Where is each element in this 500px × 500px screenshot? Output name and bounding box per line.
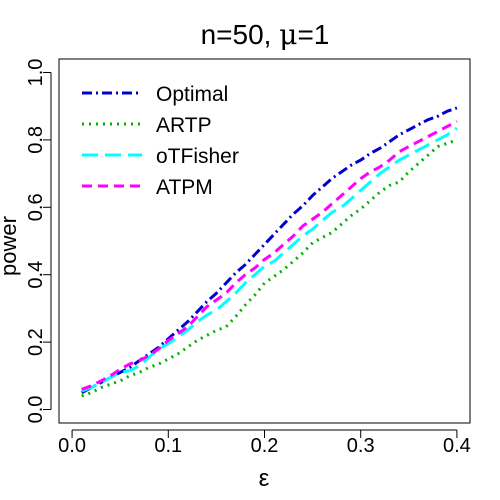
chart-title: n=50, μ=1 bbox=[201, 18, 330, 51]
y-tick-label: 0.8 bbox=[25, 126, 47, 154]
y-tick-label: 0.0 bbox=[25, 396, 47, 424]
chart-title-symbol: μ bbox=[279, 18, 297, 51]
y-tick-label: 0.2 bbox=[25, 328, 47, 356]
x-tick-label: 0.0 bbox=[58, 435, 86, 457]
legend-label-artp: ARTP bbox=[156, 114, 212, 137]
x-tick-label: 0.2 bbox=[251, 435, 279, 457]
legend-label-otfisher: oTFisher bbox=[156, 145, 239, 168]
series-layer bbox=[80, 106, 458, 398]
series-line-otfisher bbox=[81, 126, 458, 393]
chart-title-main: n=50, bbox=[201, 19, 280, 50]
legend-label-optimal: Optimal bbox=[156, 83, 228, 106]
y-axis: 0.0 0.2 0.4 0.6 0.8 1.0 bbox=[25, 59, 52, 424]
x-tick-label: 0.4 bbox=[443, 435, 471, 457]
x-axis-label: ε bbox=[259, 465, 270, 492]
x-tick-label: 0.1 bbox=[154, 435, 182, 457]
y-tick-label: 0.6 bbox=[25, 193, 47, 221]
x-axis: 0.0 0.1 0.2 0.3 0.4 bbox=[58, 429, 471, 457]
series-line-optimal bbox=[80, 106, 458, 395]
series-line-atpm bbox=[81, 120, 458, 391]
x-tick-label: 0.3 bbox=[347, 435, 375, 457]
legend: Optimal ARTP oTFisher ATPM bbox=[82, 83, 239, 199]
y-tick-label: 0.4 bbox=[25, 261, 47, 289]
series-line-artp bbox=[81, 138, 458, 398]
y-axis-label: power bbox=[0, 216, 21, 276]
chart-title-rest: =1 bbox=[297, 19, 329, 50]
legend-label-atpm: ATPM bbox=[156, 176, 213, 199]
plot-area-frame bbox=[58, 58, 471, 424]
y-tick-label: 1.0 bbox=[25, 59, 47, 87]
